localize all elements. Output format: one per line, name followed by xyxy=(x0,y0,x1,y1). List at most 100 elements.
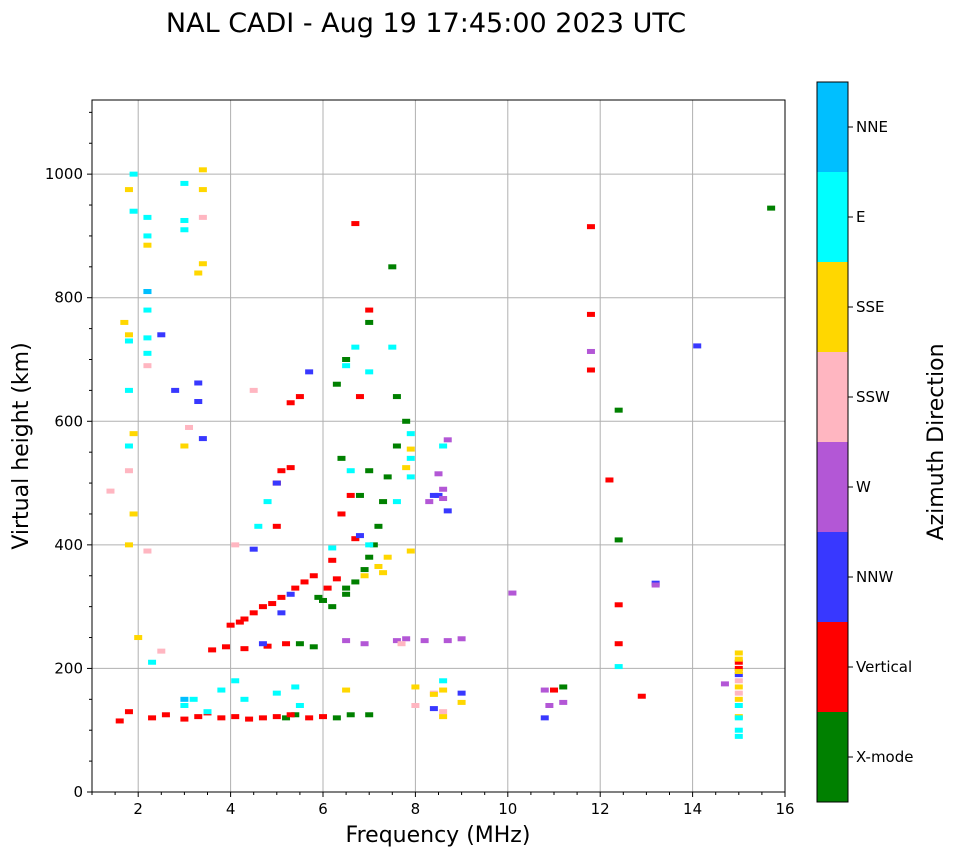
data-point xyxy=(124,332,133,338)
data-point xyxy=(429,691,438,697)
data-point xyxy=(443,508,452,514)
data-point xyxy=(402,636,411,642)
data-point xyxy=(586,367,595,373)
series-sse xyxy=(120,167,743,720)
colorbar-tick-label: SSE xyxy=(856,298,885,316)
data-point xyxy=(198,167,207,173)
data-point xyxy=(272,714,281,720)
data-points xyxy=(106,167,776,739)
data-point xyxy=(180,217,189,223)
data-point xyxy=(268,601,277,607)
y-tick-label: 800 xyxy=(54,289,83,307)
data-point xyxy=(342,638,351,644)
data-point xyxy=(314,594,323,600)
colorbar-segment xyxy=(817,82,848,172)
series-e xyxy=(124,171,743,739)
data-point xyxy=(734,656,743,662)
data-point xyxy=(291,585,300,591)
data-point xyxy=(286,465,295,471)
data-point xyxy=(221,644,230,650)
data-point xyxy=(351,536,360,542)
data-point xyxy=(429,706,438,712)
data-point xyxy=(734,684,743,690)
x-tick-label: 10 xyxy=(498,800,517,818)
data-point xyxy=(365,712,374,718)
colorbar: X-mode Vertical NNW W SSW SSE E NNE xyxy=(816,81,913,803)
x-tick-label: 4 xyxy=(226,800,236,818)
data-point xyxy=(198,214,207,220)
data-point xyxy=(332,715,341,721)
colorbar-tick-label: NNW xyxy=(856,568,893,586)
colorbar-frame xyxy=(816,81,849,803)
series-x-mode xyxy=(282,205,776,721)
data-point xyxy=(734,672,743,678)
data-point xyxy=(406,548,415,554)
data-point xyxy=(161,712,170,718)
data-point xyxy=(124,542,133,548)
data-point xyxy=(351,221,360,227)
data-point xyxy=(286,400,295,406)
data-point xyxy=(365,319,374,325)
data-point xyxy=(637,693,646,699)
data-point xyxy=(319,597,327,603)
y-tick-label: 200 xyxy=(54,659,83,677)
data-point xyxy=(157,648,166,654)
data-point xyxy=(734,650,743,656)
data-point xyxy=(295,703,304,708)
data-point xyxy=(720,681,729,687)
data-point xyxy=(305,715,314,721)
data-point xyxy=(286,591,295,597)
x-tick-label: 2 xyxy=(133,800,143,818)
data-point xyxy=(272,690,281,696)
data-point xyxy=(397,641,406,647)
data-point xyxy=(559,699,568,705)
data-point xyxy=(124,709,133,715)
colorbar-tick-label: E xyxy=(856,208,865,226)
data-point xyxy=(443,437,452,443)
data-point xyxy=(180,696,189,702)
data-point xyxy=(217,715,226,721)
data-point xyxy=(124,187,133,193)
data-point xyxy=(282,715,291,721)
data-point xyxy=(734,727,743,733)
colorbar-segment xyxy=(817,712,848,802)
data-point xyxy=(342,357,351,362)
data-point xyxy=(614,641,623,647)
colorbar-tick-label: X-mode xyxy=(856,748,913,766)
data-point xyxy=(434,492,443,498)
data-point xyxy=(734,669,743,675)
colorbar-segment xyxy=(817,622,848,712)
data-point xyxy=(586,224,595,230)
data-point xyxy=(355,492,364,498)
data-point xyxy=(365,542,374,548)
series-w xyxy=(342,348,729,708)
data-point xyxy=(443,638,452,644)
data-point xyxy=(651,582,660,588)
data-point xyxy=(734,659,743,665)
data-point xyxy=(143,335,152,341)
data-point xyxy=(143,289,152,295)
data-point xyxy=(402,465,411,471)
data-point xyxy=(767,205,776,211)
data-point xyxy=(115,718,124,724)
data-point xyxy=(106,488,115,494)
data-point xyxy=(295,641,304,647)
data-point xyxy=(194,714,203,720)
data-point xyxy=(180,180,189,186)
data-point xyxy=(365,468,374,474)
data-point xyxy=(240,696,249,702)
data-point xyxy=(365,369,374,375)
data-point xyxy=(180,443,189,449)
data-point xyxy=(392,443,401,449)
data-point xyxy=(198,261,207,267)
data-point xyxy=(277,610,286,616)
data-point xyxy=(734,690,743,696)
data-point xyxy=(203,709,212,715)
data-point xyxy=(185,424,194,430)
data-point xyxy=(258,715,267,721)
data-point xyxy=(411,703,420,708)
data-point xyxy=(231,542,240,548)
data-point xyxy=(282,641,291,647)
data-point xyxy=(550,687,558,693)
